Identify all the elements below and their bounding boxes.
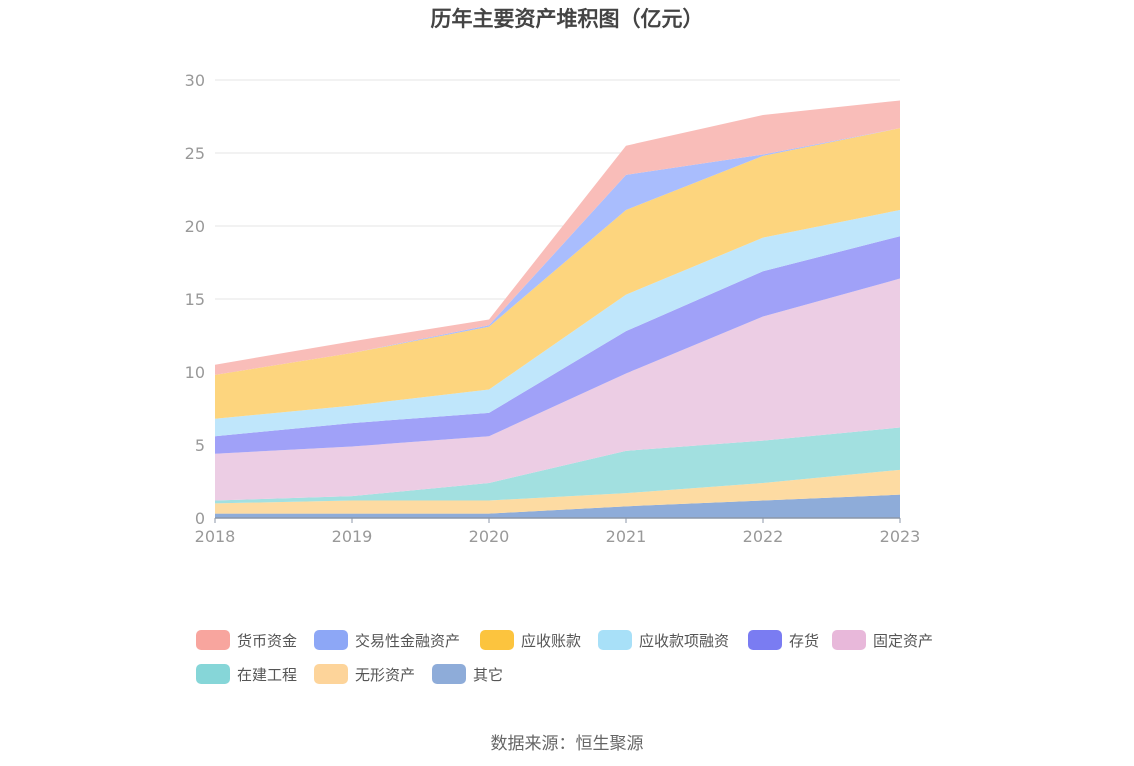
area-series-0 (215, 494, 900, 518)
area-series-5 (215, 209, 900, 437)
legend-swatch (314, 630, 348, 650)
legend-label: 无形资产 (355, 665, 416, 684)
legend-item[interactable]: 货币资金 (196, 628, 297, 652)
legend-swatch (748, 630, 782, 650)
x-tick-label: 2020 (469, 527, 510, 546)
y-tick-label: 25 (185, 144, 205, 163)
legend-label: 应收账款 (521, 631, 582, 650)
legend-label: 交易性金融资产 (355, 631, 461, 650)
x-tick-label: 2018 (195, 527, 236, 546)
x-tick-label: 2019 (332, 527, 373, 546)
legend-label: 固定资产 (873, 631, 934, 650)
area-series-7 (215, 128, 900, 375)
legend-label: 货币资金 (237, 631, 298, 650)
x-tick-label: 2022 (743, 527, 784, 546)
y-tick-label: 30 (185, 71, 205, 90)
chart-title: 历年主要资产堆积图（亿元） (430, 7, 704, 31)
y-tick-label: 20 (185, 217, 205, 236)
y-tick-label: 0 (195, 509, 205, 528)
legend-item[interactable]: 应收账款 (480, 628, 581, 652)
y-tick-label: 15 (185, 290, 205, 309)
series-areas (215, 100, 900, 518)
legend-swatch (196, 664, 230, 684)
legend-label: 应收款项融资 (639, 631, 730, 650)
x-tick-label: 2023 (880, 527, 921, 546)
legend-item[interactable]: 应收款项融资 (598, 628, 729, 652)
legend-item[interactable]: 存货 (748, 628, 819, 652)
x-tick-label: 2021 (606, 527, 647, 546)
legend-label: 在建工程 (237, 665, 298, 684)
area-series-8 (215, 100, 900, 375)
legend-label: 存货 (789, 631, 820, 650)
area-series-6 (215, 128, 900, 419)
area-series-2 (215, 427, 900, 504)
area-series-1 (215, 469, 900, 514)
legend-swatch (598, 630, 632, 650)
legend-swatch (196, 630, 230, 650)
legend-item[interactable]: 无形资产 (314, 662, 415, 686)
legend-swatch (480, 630, 514, 650)
legend-item[interactable]: 固定资产 (832, 628, 933, 652)
legend-item[interactable]: 交易性金融资产 (314, 628, 460, 652)
legend-item[interactable]: 其它 (432, 662, 503, 686)
legend-item[interactable]: 在建工程 (196, 662, 297, 686)
legend-swatch (832, 630, 866, 650)
y-tick-label: 10 (185, 363, 205, 382)
legend-label: 其它 (473, 665, 504, 684)
legend-swatch (314, 664, 348, 684)
axes: 0 5 10 15 20 25 30 2018 2019 2020 2021 2022 2023 (185, 71, 921, 546)
y-tick-label: 5 (195, 436, 205, 455)
legend-swatch (432, 664, 466, 684)
area-series-4 (215, 236, 900, 454)
area-series-3 (215, 278, 900, 501)
source-note: 数据来源：恒生聚源 (490, 734, 644, 754)
